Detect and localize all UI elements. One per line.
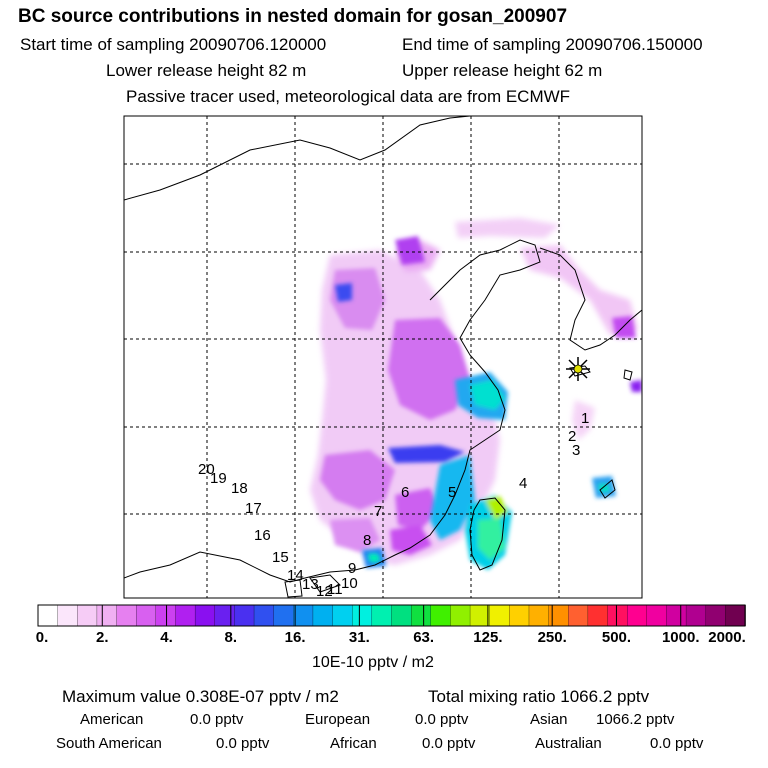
south-american-value: 0.0 pptv	[216, 735, 270, 752]
australian-value: 0.0 pptv	[650, 735, 704, 752]
lower-release-height-label: Lower release height 82 m	[106, 61, 307, 80]
color-bar-cell	[410, 604, 432, 627]
color-bar-cell	[352, 604, 373, 627]
color-bar-cell	[587, 604, 609, 627]
map-border	[123, 115, 643, 599]
color-scale-tick-label: 31.	[348, 629, 370, 646]
color-scale-tick-label: 1000.	[661, 629, 700, 646]
point-label-19: 19	[210, 470, 227, 487]
point-label-11: 11	[327, 581, 343, 598]
color-scale-tick-label: 2.	[96, 629, 109, 646]
color-bar-cell	[175, 604, 196, 627]
color-scale-unit: 10E-10 pptv / m2	[312, 654, 434, 671]
point-label-7: 7	[374, 503, 383, 520]
color-scale-tick-label: 0.	[35, 629, 49, 646]
color-scale-tick-label: 8.	[224, 629, 238, 646]
upper-release-height-label: Upper release height 62 m	[402, 61, 603, 80]
color-bar-cell	[253, 604, 275, 627]
point-label-9: 9	[348, 560, 357, 577]
color-scale-tick-label: 4.	[160, 629, 173, 646]
point-label-17: 17	[245, 500, 262, 517]
point-label-18: 18	[231, 480, 248, 497]
coastlines	[124, 116, 642, 598]
color-bar-cell	[548, 604, 569, 627]
african-value: 0.0 pptv	[422, 735, 476, 752]
south-american-label: South American	[56, 735, 162, 752]
tracer-note: Passive tracer used, meteorological data…	[126, 87, 571, 106]
contribution-field	[124, 116, 642, 598]
color-bar-cell	[116, 604, 137, 627]
maximum-value-label: Maximum value 0.308E-07 pptv / m2	[62, 687, 339, 706]
point-label-8: 8	[363, 532, 372, 549]
color-bar-cell	[607, 604, 628, 627]
american-value: 0.0 pptv	[190, 711, 244, 728]
point-label-2: 2	[568, 428, 577, 445]
australian-label: Australian	[535, 735, 602, 752]
color-bar-cell	[155, 604, 177, 627]
color-bar-cell	[136, 604, 157, 627]
color-scale-tick-label: 500.	[601, 629, 632, 646]
european-label: European	[305, 711, 371, 728]
color-bar-cell	[568, 604, 589, 627]
point-label-3: 3	[572, 442, 581, 459]
color-bar-cell	[234, 604, 255, 627]
color-bar-cell	[469, 604, 491, 627]
color-bar-cell	[194, 604, 216, 627]
color-bar-cell	[725, 604, 746, 627]
start-time-label: Start time of sampling 20090706.120000	[20, 35, 327, 54]
american-label: American	[80, 711, 144, 728]
point-label-13: 13	[302, 576, 319, 593]
color-bar-cell	[371, 604, 393, 627]
color-scale-tick-label: 250.	[537, 629, 567, 646]
point-label-4: 4	[519, 475, 528, 492]
color-bar-cell	[293, 604, 314, 627]
point-label-16: 16	[254, 527, 271, 544]
point-label-12: 12	[316, 583, 333, 600]
african-label: African	[330, 735, 377, 752]
point-label-6: 6	[401, 484, 410, 501]
lat-lon-grid	[124, 116, 642, 598]
point-label-15: 15	[272, 549, 289, 566]
page-title: BC source contributions in nested domain…	[18, 6, 568, 27]
color-bar-cell	[37, 604, 59, 627]
color-scale-tick-label: 16.	[284, 629, 306, 646]
total-mixing-ratio-label: Total mixing ratio 1066.2 pptv	[428, 687, 650, 706]
color-scale-tick-label: 2000.	[708, 629, 746, 646]
point-label-20: 20	[198, 461, 215, 478]
point-label-10: 10	[341, 575, 358, 592]
color-bar-cell	[332, 604, 353, 627]
color-bar-cell	[391, 604, 412, 627]
point-label-5: 5	[448, 484, 457, 501]
color-bar-cell	[705, 604, 727, 627]
asian-label: Asian	[530, 711, 568, 728]
color-bar-cell	[214, 604, 236, 627]
color-bar-cell	[96, 604, 118, 627]
color-scale-bar	[37, 604, 746, 627]
color-bar-cell	[273, 604, 295, 627]
point-label-1: 1	[581, 410, 590, 427]
color-scale-tick-label: 125.	[473, 629, 503, 646]
european-value: 0.0 pptv	[415, 711, 469, 728]
color-bar-cell	[57, 604, 79, 627]
asian-value: 1066.2 pptv	[596, 711, 675, 728]
color-scale-tick-label: 63.	[413, 629, 435, 646]
color-bar-cell	[646, 604, 668, 627]
color-bar-cell	[430, 604, 452, 627]
color-bar-cell	[666, 604, 687, 627]
color-bar-cell	[685, 604, 707, 627]
end-time-label: End time of sampling 20090706.150000	[402, 35, 703, 54]
color-bar-cell	[77, 604, 98, 627]
point-label-14: 14	[287, 567, 304, 584]
color-bar-cell	[489, 604, 511, 627]
color-bar-cell	[509, 604, 530, 627]
color-bar-cell	[528, 604, 550, 627]
color-bar-cell	[312, 604, 334, 627]
receptor-star-icon	[566, 357, 590, 381]
color-bar-cell	[627, 604, 648, 627]
color-bar-cell	[450, 604, 471, 627]
